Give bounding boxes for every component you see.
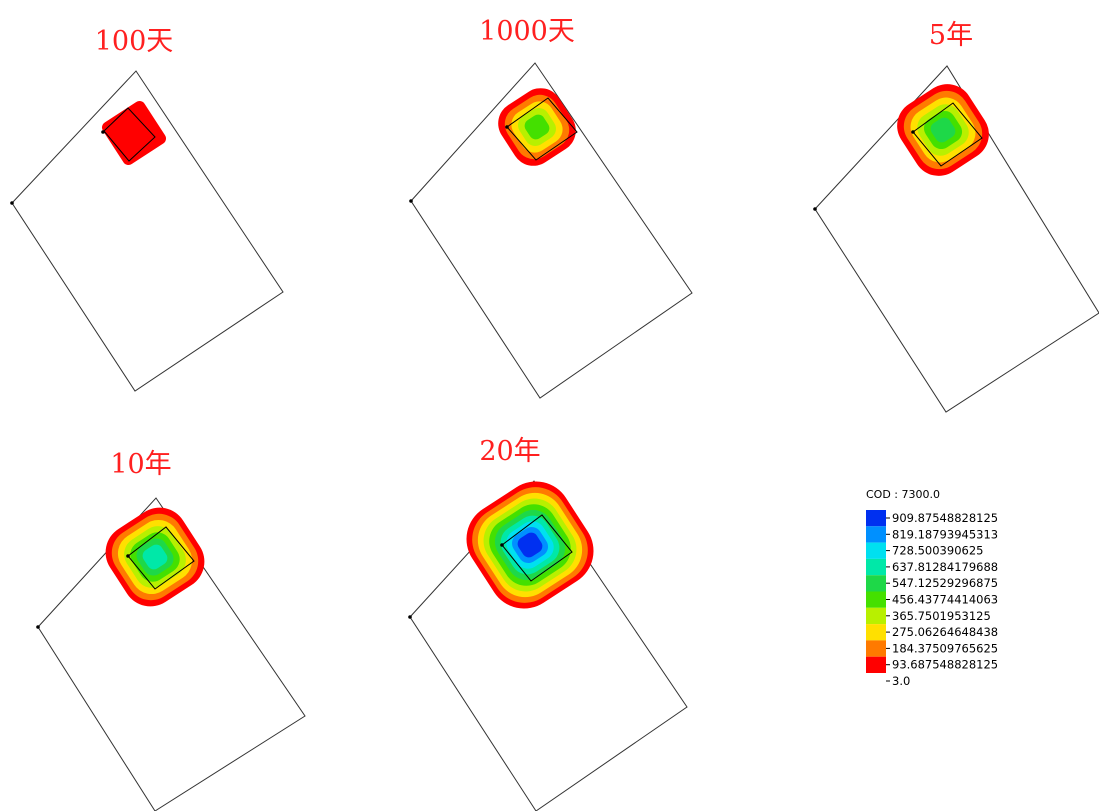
legend-label: 93.687548828125 [892,658,998,672]
panel-20-years: 20年 [408,436,688,811]
contour-band-9 [517,532,543,558]
panel-title: 1000天 [479,16,575,47]
legend-swatch [866,624,886,641]
pollutant-plume [897,84,989,176]
source-point [500,543,504,547]
boundary-point [409,199,413,203]
boundary-point [10,201,14,205]
source-point [505,125,509,129]
source-point [911,130,915,134]
boundary-point [813,207,817,211]
legend-label: 547.12529296875 [892,576,998,590]
boundary-point [36,625,40,629]
source-zone [912,102,983,167]
pollutant-plume [498,88,576,166]
legend-label: 819.18793945313 [892,527,998,541]
legend-swatch [866,640,886,657]
legend-swatch [866,607,886,625]
legend-labels: 909.87548828125 819.18793945313 728.500390… [886,511,998,688]
contour-band-6 [142,544,168,570]
legend-swatch [866,542,886,559]
panel-title: 20年 [479,436,540,467]
panel-100-days: 100天 [10,26,284,392]
legend-label: 365.7501953125 [892,609,991,623]
source-point [126,554,130,558]
legend-label: 275.06264648438 [892,625,998,639]
legend-label: 637.81284179688 [892,560,998,574]
legend-label: 456.43774414063 [892,593,998,607]
boundary-point [408,615,412,619]
legend-label: 3.0 [892,674,910,688]
contour-band-4 [524,114,550,140]
pollutant-plume [105,507,205,607]
legend-swatch [866,510,886,527]
legend-swatches [866,510,886,673]
panel-10-years: 10年 [36,449,306,811]
source-zone [103,107,156,162]
legend-swatch [866,575,886,592]
domain-boundary [410,62,693,399]
source-zone [501,514,573,582]
legend-label: 909.87548828125 [892,511,998,525]
panel-title: 5年 [929,20,973,51]
panel-title: 100天 [95,26,174,57]
legend-swatch [866,591,886,608]
legend-title: COD : 7300.0 [866,488,940,501]
contour-band-5 [930,117,956,143]
pollutant-plume [466,481,594,609]
panel-title: 10年 [110,449,171,480]
legend-label: 728.500390625 [892,544,983,558]
domain-boundary [11,70,284,392]
legend-swatch [866,558,886,576]
source-zone [127,526,195,590]
legend: COD : 7300.0 909.87548828125 819.18793945… [866,488,998,688]
panel-5-years: 5年 [813,20,1099,413]
legend-swatch [866,526,886,543]
legend-swatch [866,656,886,673]
legend-label: 184.37509765625 [892,641,998,655]
source-zone [506,97,578,161]
panel-1000-days: 1000天 [409,16,693,399]
source-point [101,130,105,134]
